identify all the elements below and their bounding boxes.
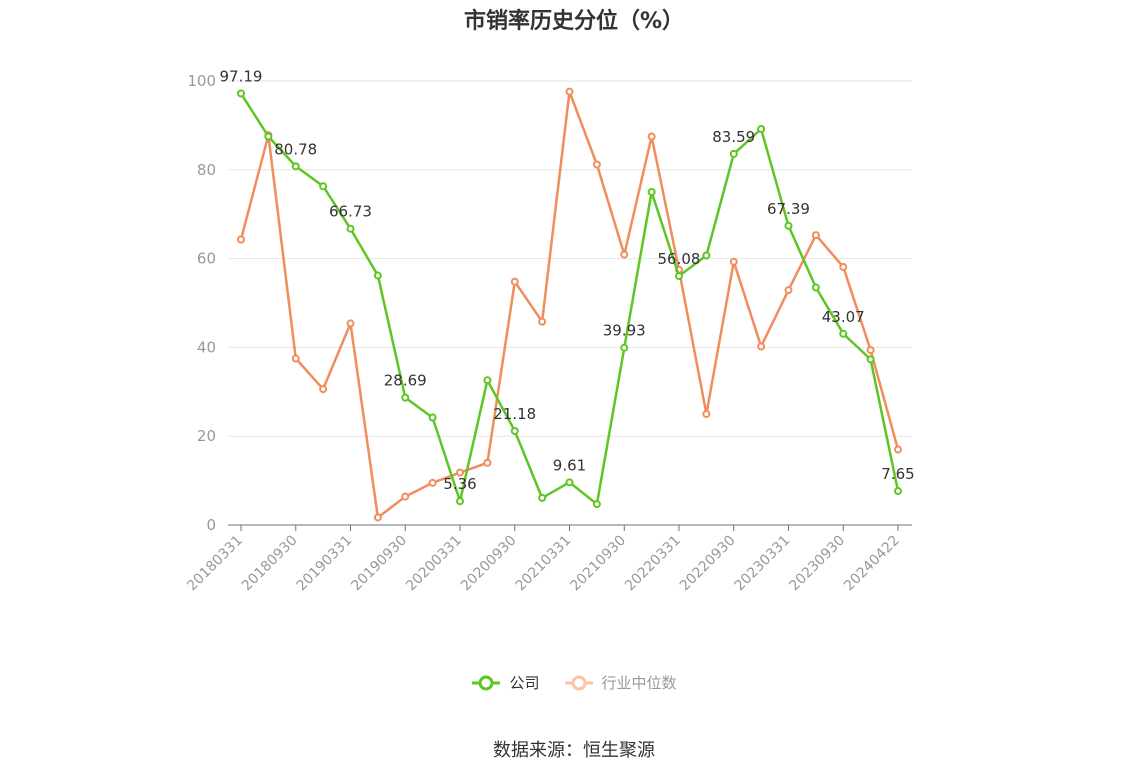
- data-point-company: [894, 487, 902, 496]
- data-point-company: [428, 413, 437, 422]
- legend-label-company: 公司: [509, 674, 540, 692]
- data-point-company: [565, 478, 574, 487]
- data-point-industry-median: [784, 286, 793, 295]
- series-line-company: [239, 92, 900, 506]
- data-label: 66.73: [329, 203, 372, 221]
- data-point-company: [866, 355, 875, 364]
- data-point-industry-median: [592, 160, 601, 169]
- legend-marker-company: [472, 675, 501, 690]
- x-tick-label: 20190331: [294, 533, 356, 595]
- data-point-company: [647, 188, 656, 196]
- data-point-company: [702, 251, 711, 260]
- legend-marker-industry-median: [564, 675, 593, 690]
- data-label: 9.61: [553, 456, 586, 474]
- data-label: 56.08: [658, 250, 701, 268]
- data-label: 5.36: [443, 475, 476, 493]
- y-tick-label: 20: [197, 427, 216, 445]
- x-tick-label: 20210331: [513, 533, 575, 595]
- data-point-company: [373, 271, 382, 280]
- data-point-industry-median: [702, 410, 711, 418]
- data-point-industry-median: [291, 354, 300, 363]
- series-line-industry-median: [239, 90, 900, 519]
- data-source-note: 数据来源：恒生聚源: [493, 740, 655, 761]
- data-point-company: [675, 272, 683, 281]
- data-point-company: [839, 329, 848, 338]
- data-point-company: [811, 283, 820, 292]
- y-tick-label: 0: [206, 516, 216, 534]
- data-point-industry-median: [237, 235, 245, 244]
- data-label: 21.18: [493, 405, 536, 423]
- data-point-company: [237, 89, 245, 98]
- x-tick-label: 20220331: [622, 533, 684, 595]
- data-point-company: [264, 132, 273, 141]
- data-point-industry-median: [866, 346, 875, 355]
- data-point-industry-median: [894, 445, 902, 454]
- y-tick-label: 80: [197, 161, 216, 179]
- data-label: 97.19: [220, 67, 263, 85]
- data-point-industry-median: [319, 385, 328, 394]
- data-point-industry-median: [565, 87, 574, 96]
- x-tick-label: 20190930: [348, 533, 410, 595]
- data-point-industry-median: [456, 468, 464, 477]
- data-point-company: [319, 182, 328, 191]
- data-point-industry-median: [373, 513, 382, 522]
- data-point-company: [291, 162, 300, 171]
- y-tick-label: 40: [197, 338, 216, 356]
- data-label: 28.69: [384, 372, 427, 390]
- x-tick-label: 20210930: [567, 533, 629, 595]
- x-tick-label: 20240422: [841, 533, 903, 595]
- data-label: 80.78: [274, 140, 317, 158]
- data-point-industry-median: [428, 478, 437, 487]
- x-tick-label: 20180331: [184, 533, 246, 595]
- data-label: 7.65: [881, 465, 914, 483]
- x-tick-label: 20230930: [786, 533, 848, 595]
- x-tick-label: 20180930: [239, 533, 301, 595]
- data-point-company: [729, 149, 738, 158]
- data-point-industry-median: [620, 250, 629, 259]
- data-point-industry-median: [483, 458, 492, 467]
- y-tick-label: 60: [197, 250, 216, 268]
- data-point-company: [784, 221, 793, 230]
- legend: 公司 行业中位数: [0, 672, 1148, 693]
- legend-item-company[interactable]: 公司: [471, 672, 540, 693]
- data-point-industry-median: [729, 257, 738, 266]
- data-point-industry-median: [401, 492, 410, 501]
- data-point-company: [510, 426, 519, 435]
- data-point-company: [456, 497, 464, 506]
- x-tick-label: 20220930: [677, 533, 739, 595]
- data-label: 83.59: [712, 128, 755, 146]
- x-tick-label: 20230331: [732, 533, 794, 595]
- legend-label-industry-median: 行业中位数: [601, 674, 677, 692]
- data-point-industry-median: [346, 319, 355, 328]
- x-tick-label: 20200930: [458, 533, 520, 595]
- data-point-company: [401, 393, 410, 402]
- data-label: 39.93: [603, 322, 646, 340]
- x-tick-label: 20200331: [403, 533, 465, 595]
- data-point-company: [620, 343, 629, 352]
- data-label: 43.07: [822, 308, 865, 326]
- chart-plot: 0 20 40 60 80 100 2018033120180930201903312019…: [184, 67, 915, 595]
- data-point-company: [483, 376, 492, 385]
- data-point-industry-median: [757, 342, 766, 351]
- data-point-company: [592, 500, 601, 509]
- data-point-industry-median: [839, 263, 848, 272]
- data-point-company: [757, 124, 766, 133]
- data-point-industry-median: [647, 132, 656, 141]
- data-point-industry-median: [811, 231, 820, 240]
- data-label: 67.39: [767, 200, 810, 218]
- data-point-company: [538, 493, 547, 502]
- data-point-industry-median: [538, 317, 547, 326]
- data-point-company: [346, 224, 355, 233]
- y-tick-label: 100: [187, 72, 216, 90]
- chart-title: 市销率历史分位（%）: [463, 9, 685, 34]
- legend-item-industry-median[interactable]: 行业中位数: [564, 672, 677, 693]
- data-point-industry-median: [510, 277, 519, 286]
